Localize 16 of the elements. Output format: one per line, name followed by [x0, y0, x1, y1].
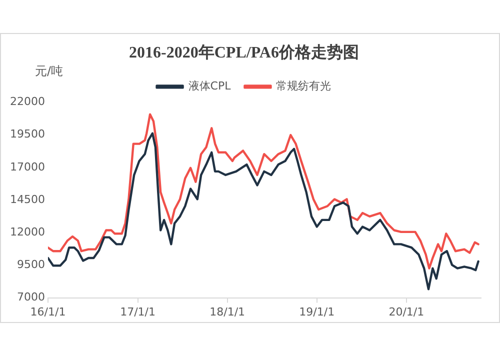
y-tick-label: 12000	[10, 225, 45, 238]
y-tick-label: 17000	[10, 160, 45, 174]
y-tick-label: 14500	[10, 192, 45, 206]
x-tick-label: 20/1/1	[388, 305, 424, 318]
y-tick-label: 22000	[10, 95, 45, 108]
chart-title: 2016-2020年CPL/PA6价格走势图	[129, 44, 359, 62]
x-tick-label: 16/1/1	[30, 305, 66, 318]
y-tick-label: 7000	[16, 290, 45, 304]
y-axis-title: 元/吨	[34, 64, 64, 78]
legend-label: 液体CPL	[188, 80, 232, 93]
y-tick-label: 19500	[10, 128, 45, 141]
y-tick-label: 9500	[16, 258, 45, 272]
x-tick-label: 19/1/1	[299, 305, 335, 318]
x-tick-label: 17/1/1	[120, 305, 156, 318]
x-tick-label: 18/1/1	[210, 305, 246, 318]
legend-label: 常规纺有光	[276, 80, 332, 93]
